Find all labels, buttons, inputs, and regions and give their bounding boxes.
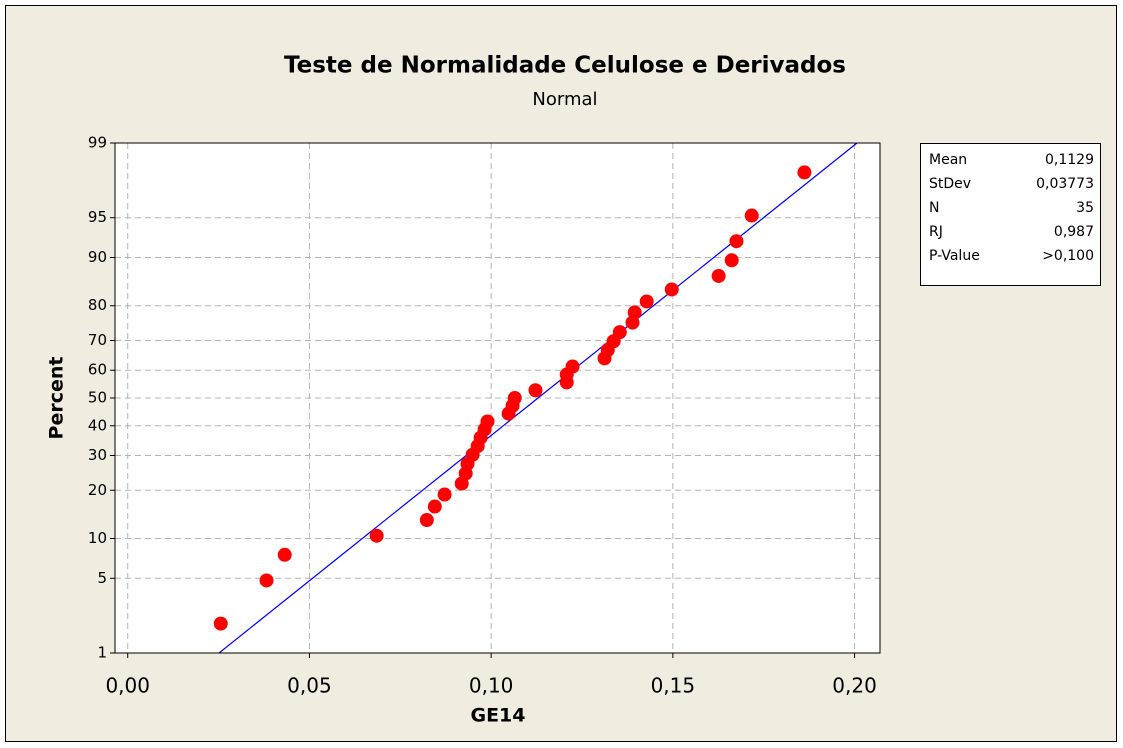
data-point [259, 573, 274, 588]
stats-value: 0,987 [1054, 224, 1094, 240]
x-tick-label: 0,10 [469, 674, 514, 698]
y-axis-label: Percent [46, 357, 68, 440]
data-point [724, 253, 739, 268]
data-point [744, 208, 759, 223]
data-point [419, 513, 434, 528]
x-tick-label: 0,15 [651, 674, 696, 698]
data-point [437, 487, 452, 502]
chart-title: Teste de Normalidade Celulose e Derivado… [284, 53, 846, 79]
x-tick-label: 0,20 [832, 674, 877, 698]
y-tick-label: 90 [88, 248, 107, 266]
stats-box [920, 143, 1101, 286]
y-tick-label: 99 [88, 134, 107, 152]
y-tick-label: 5 [97, 569, 107, 587]
y-tick-label: 40 [88, 416, 107, 434]
y-tick-label: 20 [88, 481, 107, 499]
stats-value: 0,03773 [1036, 176, 1094, 192]
data-point [369, 528, 384, 543]
data-point [213, 616, 228, 631]
data-point [612, 325, 627, 340]
data-point [639, 294, 654, 309]
x-axis-label: GE14 [470, 705, 525, 727]
x-tick-label: 0,00 [105, 674, 150, 698]
y-tick-label: 80 [88, 296, 107, 314]
data-point [480, 414, 495, 429]
y-tick-label: 60 [88, 361, 107, 379]
data-point [711, 268, 726, 283]
y-tick-label: 10 [88, 529, 107, 547]
stats-label: RJ [929, 224, 943, 240]
y-tick-label: 1 [97, 644, 107, 662]
stats-label: Mean [929, 152, 967, 168]
stats-label: P-Value [929, 248, 980, 264]
data-point [507, 391, 522, 405]
data-point [528, 383, 543, 398]
stats-value: >0,100 [1042, 248, 1094, 264]
stats-label: N [929, 200, 939, 216]
data-point [664, 282, 679, 297]
data-point [277, 547, 292, 562]
data-point [797, 165, 812, 180]
chart-subtitle: Normal [532, 89, 597, 110]
x-tick-label: 0,05 [287, 674, 332, 698]
y-tick-label: 50 [88, 389, 107, 407]
stats-value: 35 [1076, 200, 1094, 216]
data-point [565, 359, 580, 374]
y-tick-label: 70 [88, 331, 107, 349]
data-point [627, 305, 642, 320]
y-tick-label: 95 [88, 208, 107, 226]
fit-line [218, 142, 858, 654]
data-point [729, 234, 744, 249]
y-tick-label: 30 [88, 446, 107, 464]
stats-label: StDev [929, 176, 971, 192]
data-point [427, 499, 442, 514]
stats-value: 0,1129 [1045, 152, 1094, 168]
